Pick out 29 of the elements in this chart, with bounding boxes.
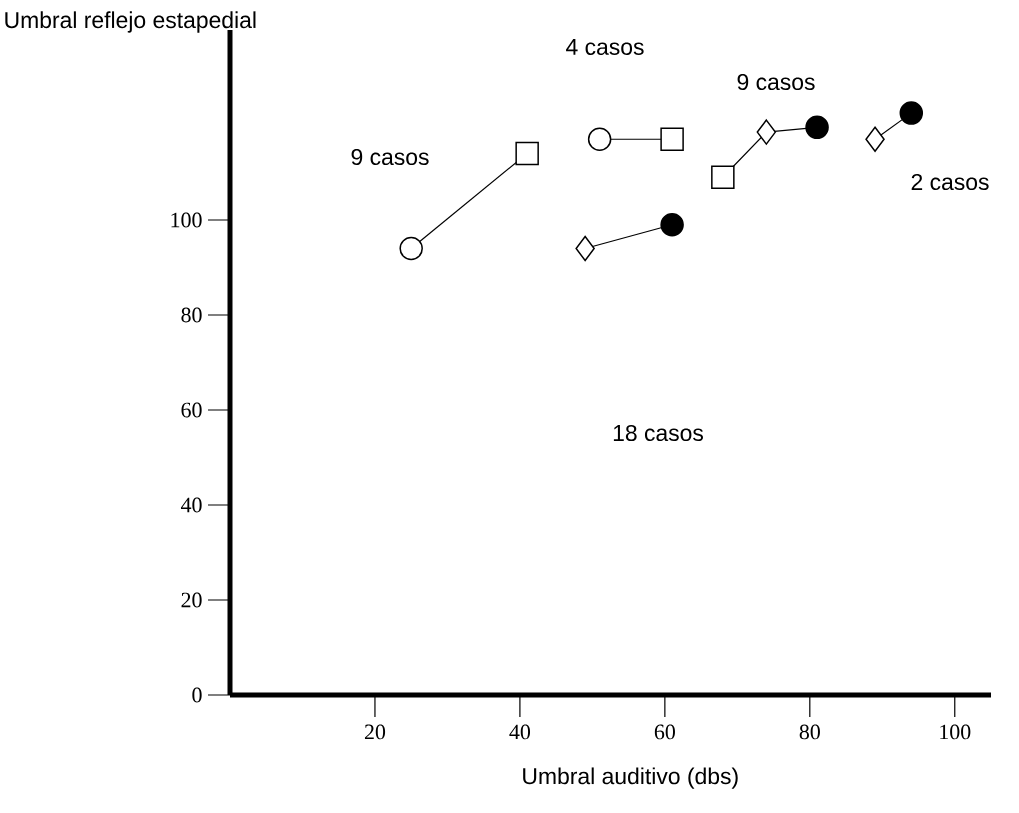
point xyxy=(515,141,539,166)
annotation: 4 casos xyxy=(566,39,644,55)
point xyxy=(711,165,735,189)
x-tick-label: 60 xyxy=(654,724,675,740)
x-tick-label: 40 xyxy=(509,724,531,740)
point xyxy=(899,101,924,125)
y-tick-label: 20 xyxy=(181,592,202,608)
y-tick-label: 80 xyxy=(181,307,202,323)
point xyxy=(660,213,684,237)
y-tick-label: 100 xyxy=(171,212,202,228)
y-axis-title: Umbral reflejo estapedial xyxy=(5,11,256,33)
annotation: 9 casos xyxy=(351,148,429,166)
x-axis-title: Umbral auditivo (dbs) xyxy=(523,767,738,789)
y-tick-label: 0 xyxy=(192,687,202,703)
annotation: 9 casos xyxy=(737,73,815,91)
point xyxy=(575,235,595,262)
y-tick-label: 40 xyxy=(180,497,202,513)
annotation: 18 casos xyxy=(613,424,703,442)
point xyxy=(399,236,423,261)
y-tick-label: 60 xyxy=(181,402,202,418)
x-tick-label: 100 xyxy=(940,724,971,740)
annotation: 2 casos xyxy=(911,173,989,191)
point xyxy=(865,126,885,152)
point xyxy=(805,115,829,140)
point xyxy=(660,127,684,151)
x-tick-label: 80 xyxy=(799,724,820,740)
point xyxy=(587,127,612,151)
point xyxy=(756,119,777,145)
x-tick-label: 20 xyxy=(364,724,386,740)
